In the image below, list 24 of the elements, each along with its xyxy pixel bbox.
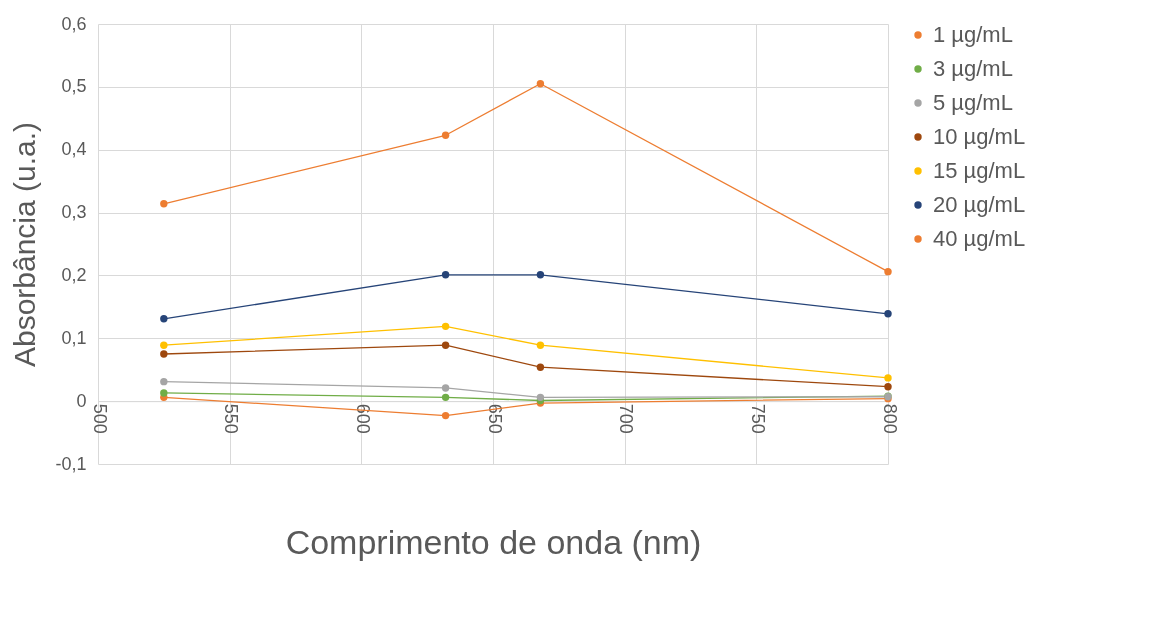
y-tick-label: -0,1 <box>55 453 87 474</box>
y-tick-label: 0,1 <box>61 327 87 348</box>
legend-label: 1 µg/mL <box>933 22 1013 47</box>
legend-label: 40 µg/mL <box>933 226 1026 251</box>
x-tick-label: 800 <box>879 403 900 434</box>
legend-label: 3 µg/mL <box>933 56 1013 81</box>
x-tick-label: 750 <box>747 403 768 434</box>
y-tick-label: 0,4 <box>61 139 87 160</box>
y-axis-title: Absorbância (u.a.) <box>8 121 42 368</box>
legend-label: 10 µg/mL <box>933 124 1026 149</box>
legend-label: 15 µg/mL <box>933 158 1026 183</box>
y-tick-label: 0,3 <box>61 202 87 223</box>
x-tick-label: 600 <box>352 403 373 434</box>
y-tick-label: 0,5 <box>61 76 87 97</box>
x-tick-label: 500 <box>89 403 110 434</box>
y-tick-label: 0 <box>76 390 87 411</box>
y-tick-label: 0,6 <box>61 13 87 34</box>
x-axis-title: Comprimento de onda (nm) <box>285 522 702 561</box>
y-tick-label: 0,2 <box>61 264 87 285</box>
x-tick-label: 700 <box>616 403 637 434</box>
legend-label: 5 µg/mL <box>933 90 1013 115</box>
x-tick-label: 550 <box>221 403 242 434</box>
x-tick-label: 650 <box>484 403 505 434</box>
legend-label: 20 µg/mL <box>933 192 1026 217</box>
